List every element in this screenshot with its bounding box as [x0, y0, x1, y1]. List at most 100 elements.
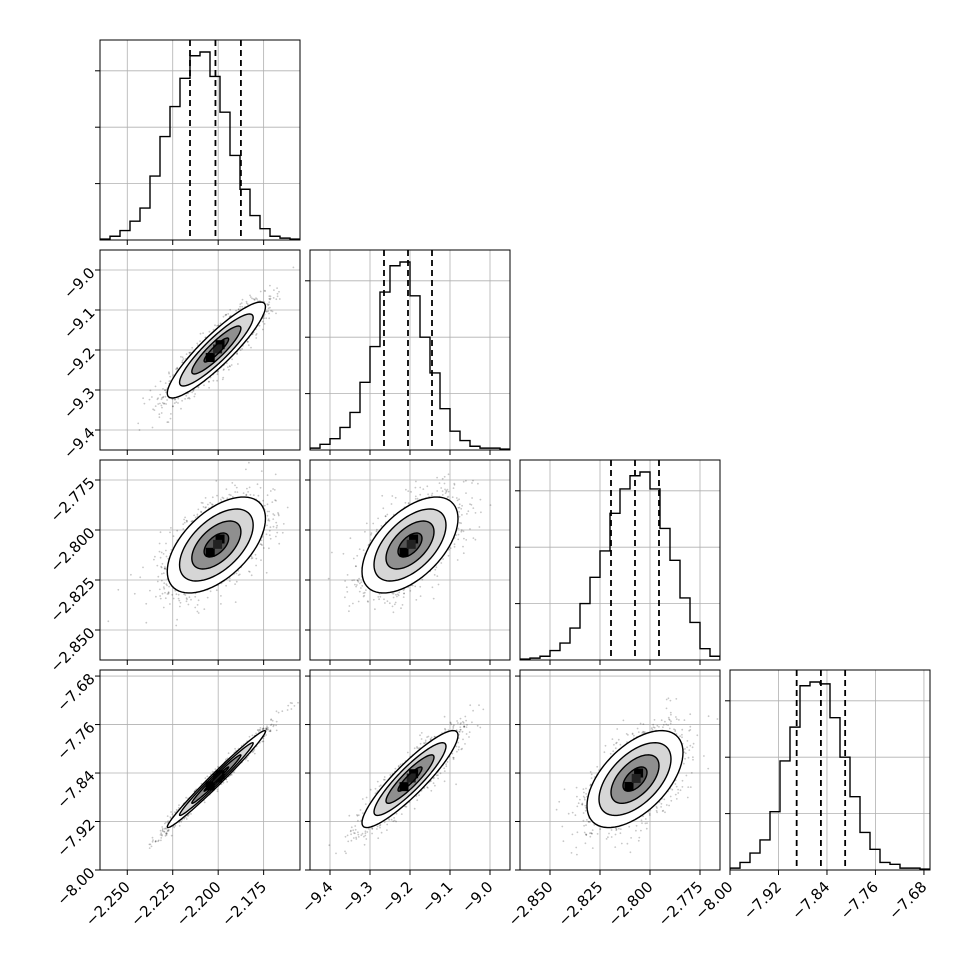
- sample-point: [419, 493, 422, 496]
- sample-point: [159, 597, 162, 600]
- sample-point: [268, 301, 271, 303]
- sample-point: [416, 497, 419, 500]
- sample-point: [225, 584, 228, 587]
- sample-point: [269, 298, 271, 301]
- sample-point: [472, 537, 475, 539]
- sample-point: [260, 559, 262, 561]
- histogram-panel-3: −8.00 −7.92 −7.84 −7.76 −7.68: [691, 669, 931, 923]
- sample-point: [391, 605, 394, 608]
- sample-point: [130, 573, 132, 576]
- sample-point: [265, 317, 268, 320]
- sample-point: [256, 298, 258, 300]
- sample-point: [446, 488, 449, 491]
- sample-point: [383, 598, 385, 601]
- sample-point: [363, 594, 366, 597]
- sample-point: [161, 592, 164, 595]
- sample-point: [267, 518, 270, 520]
- sample-point: [277, 513, 280, 516]
- sample-point: [245, 302, 248, 305]
- contour-line: [203, 337, 230, 363]
- sample-point: [384, 515, 387, 518]
- sample-point: [162, 606, 165, 609]
- sample-point: [160, 404, 163, 407]
- sample-point: [245, 300, 248, 303]
- sample-point: [352, 602, 354, 605]
- sample-point: [149, 389, 152, 392]
- sample-point: [188, 352, 191, 354]
- sample-point: [248, 461, 250, 464]
- sample-point: [272, 297, 275, 299]
- sample-point: [216, 379, 219, 382]
- x-tick-label: −7.76: [837, 878, 882, 923]
- sample-point: [260, 543, 263, 546]
- sample-point: [269, 526, 272, 529]
- sample-point: [169, 417, 172, 420]
- sample-point: [446, 496, 449, 499]
- sample-point: [223, 368, 225, 371]
- sample-point: [458, 498, 460, 501]
- sample-point: [194, 606, 197, 609]
- sample-point: [174, 398, 177, 401]
- sample-point: [216, 373, 219, 376]
- sample-point: [255, 334, 257, 336]
- sample-point: [205, 506, 207, 508]
- sample-point: [164, 566, 166, 568]
- sample-point: [228, 577, 231, 579]
- histogram-step-line: [730, 681, 930, 870]
- sample-point: [231, 482, 234, 484]
- sample-point: [181, 356, 184, 359]
- contour-line: [191, 325, 242, 375]
- sample-point: [185, 519, 188, 522]
- sample-point: [159, 556, 162, 559]
- sample-point: [162, 395, 165, 398]
- sample-point: [161, 402, 164, 404]
- sample-point: [212, 379, 215, 382]
- sample-point: [227, 366, 229, 368]
- sample-point: [228, 368, 230, 371]
- sample-point: [167, 591, 170, 593]
- sample-point: [365, 589, 367, 591]
- sample-point: [453, 483, 456, 486]
- sample-point: [206, 596, 209, 599]
- sample-point: [327, 577, 330, 580]
- axes-frame: [729, 669, 931, 871]
- sample-point: [471, 497, 473, 499]
- sample-point: [360, 581, 363, 583]
- sample-point: [268, 303, 270, 306]
- sample-point: [177, 402, 179, 404]
- sample-point: [168, 585, 171, 588]
- sample-point: [349, 537, 352, 540]
- sample-point: [260, 539, 263, 542]
- sample-point: [143, 402, 146, 405]
- sample-point: [419, 585, 422, 588]
- sample-point: [164, 597, 167, 600]
- sample-point: [197, 599, 200, 602]
- sample-point: [463, 537, 465, 540]
- sample-point: [245, 493, 248, 496]
- sample-point: [380, 525, 383, 527]
- sample-point: [197, 386, 200, 389]
- sample-point: [458, 511, 460, 513]
- sample-point: [477, 482, 479, 485]
- sample-point: [263, 317, 265, 320]
- sample-point: [247, 303, 249, 306]
- sample-point: [248, 570, 250, 573]
- sample-point: [255, 557, 258, 560]
- sample-point: [164, 389, 167, 391]
- sample-point: [235, 572, 238, 575]
- sample-point: [467, 510, 470, 513]
- sample-point: [276, 287, 278, 289]
- sample-point: [375, 530, 378, 533]
- sample-point: [151, 426, 154, 429]
- sample-point: [282, 523, 285, 525]
- sample-point: [173, 398, 176, 401]
- sample-point: [277, 514, 280, 517]
- sample-point: [168, 380, 171, 383]
- sample-point: [155, 595, 157, 598]
- sample-point: [269, 295, 272, 298]
- sample-point: [292, 266, 295, 269]
- sample-point: [179, 605, 181, 608]
- sample-point: [434, 568, 437, 571]
- sample-point: [171, 593, 174, 596]
- sample-point: [440, 487, 443, 489]
